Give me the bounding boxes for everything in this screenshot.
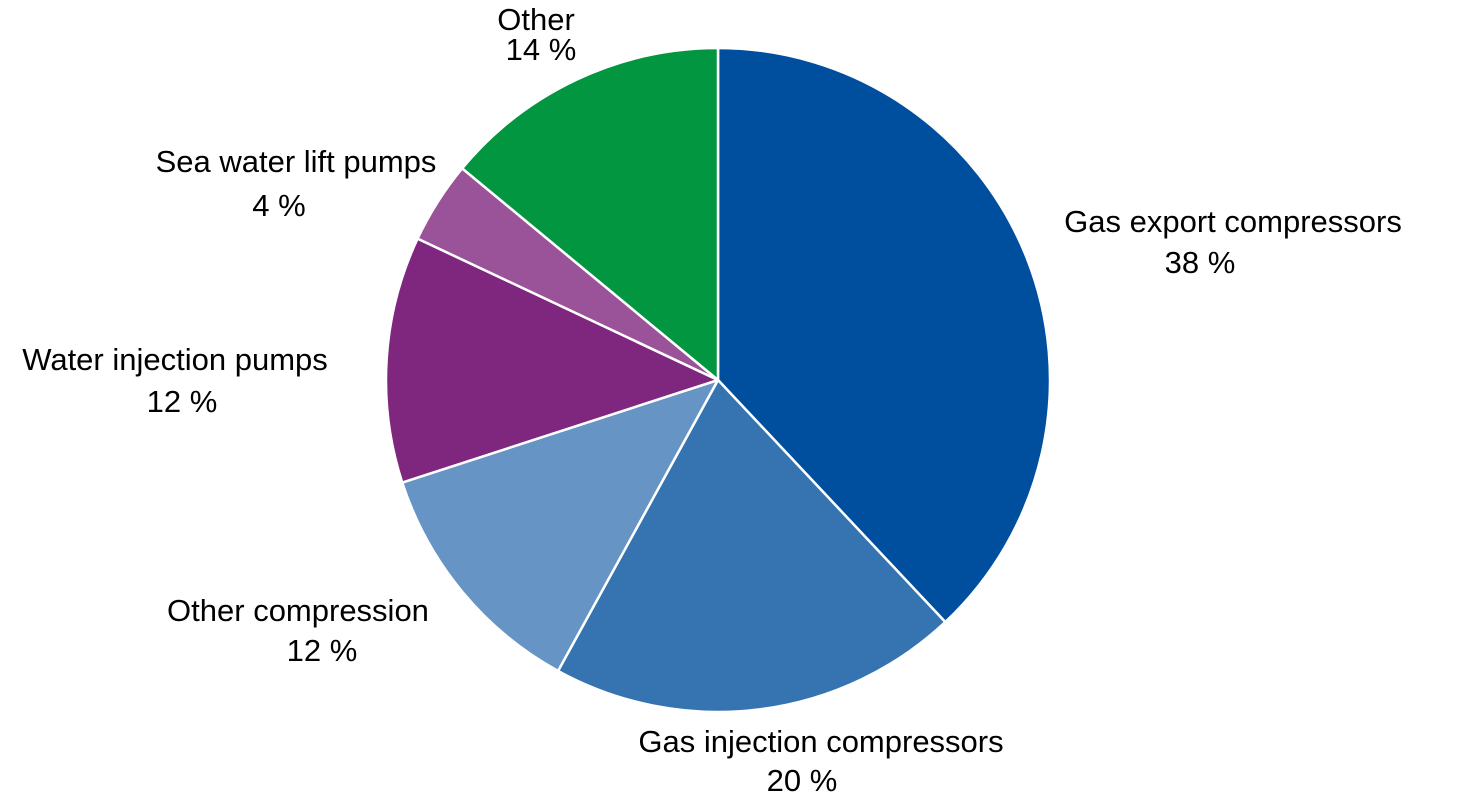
pie-slice-other [460, 46, 720, 382]
slice-label-other-compression: Other compression [167, 593, 429, 628]
slice-value-water-injection-pumps: 12 % [147, 384, 218, 419]
slice-label-gas-injection-compressors: Gas injection compressors [638, 724, 1003, 759]
pie-slice-other-compression [401, 378, 720, 673]
slice-label-other: Other [497, 2, 575, 37]
slice-value-gas-injection-compressors: 20 % [767, 763, 838, 798]
slice-label-sea-water-lift-pumps: Sea water lift pumps [156, 144, 437, 179]
pie-slice-water-injection-pumps [384, 237, 720, 484]
slice-value-gas-export-compressors: 38 % [1165, 245, 1236, 280]
slice-value-other: 14 % [506, 32, 577, 67]
slice-label-water-injection-pumps: Water injection pumps [22, 342, 328, 377]
slice-label-gas-export-compressors: Gas export compressors [1064, 204, 1402, 239]
pie-slice-gas-export-compressors [716, 46, 1052, 624]
pie-labels: Gas export compressors 38 % Gas injectio… [22, 2, 1402, 798]
slice-value-other-compression: 12 % [287, 633, 358, 668]
slice-value-sea-water-lift-pumps: 4 % [252, 188, 305, 223]
pie-slices [384, 46, 1052, 714]
pie-slice-gas-injection-compressors [556, 378, 947, 714]
